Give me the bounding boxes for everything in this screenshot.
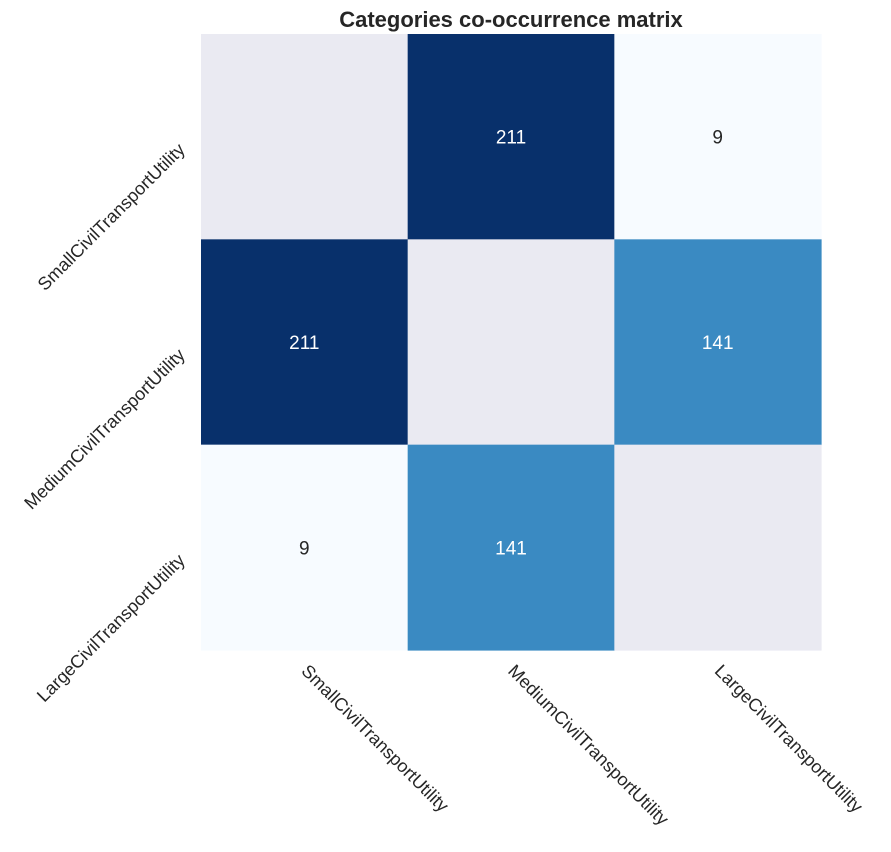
heatmap-cell-r1-c1 (407, 239, 615, 446)
heatmap-cell-values: 211 9 211 141 9 141 (289, 128, 733, 560)
heatmap-cell-r0-c1 (407, 34, 615, 240)
heatmap-cell-r0-c2 (614, 34, 822, 240)
y-tick-label-0: SmallCivilTransportUtility (34, 139, 189, 294)
cell-value-r2-c0: 9 (299, 538, 310, 559)
heatmap-cell-r2-c0 (201, 444, 409, 651)
x-tick-labels: SmallCivilTransportUtility MediumCivilTra… (298, 661, 867, 830)
cell-value-r0-c2: 9 (712, 128, 723, 149)
heatmap-cell-r2-c2 (614, 444, 822, 651)
x-tick-label-2: LargeCivilTransportUtility (711, 661, 867, 817)
heatmap-cell-r1-c0 (201, 239, 409, 446)
heatmap-cells (201, 34, 822, 651)
x-tick-label-1: MediumCivilTransportUtility (504, 661, 673, 830)
y-tick-labels: SmallCivilTransportUtility MediumCivilTra… (20, 139, 189, 705)
cell-value-r2-c1: 141 (495, 538, 527, 559)
y-tick-label-2: LargeCivilTransportUtility (33, 550, 189, 706)
cell-value-r1-c2: 141 (702, 333, 734, 354)
x-tick-label-0: SmallCivilTransportUtility (298, 661, 453, 816)
heatmap-cell-r0-c0 (201, 34, 409, 240)
heatmap-cell-r1-c2 (614, 239, 822, 446)
heatmap-cell-r2-c1 (407, 444, 615, 651)
cell-value-r0-c1: 211 (496, 128, 526, 149)
chart-title: Categories co-occurrence matrix (339, 7, 683, 32)
cell-value-r1-c0: 211 (289, 333, 319, 354)
y-tick-label-1: MediumCivilTransportUtility (20, 345, 189, 514)
